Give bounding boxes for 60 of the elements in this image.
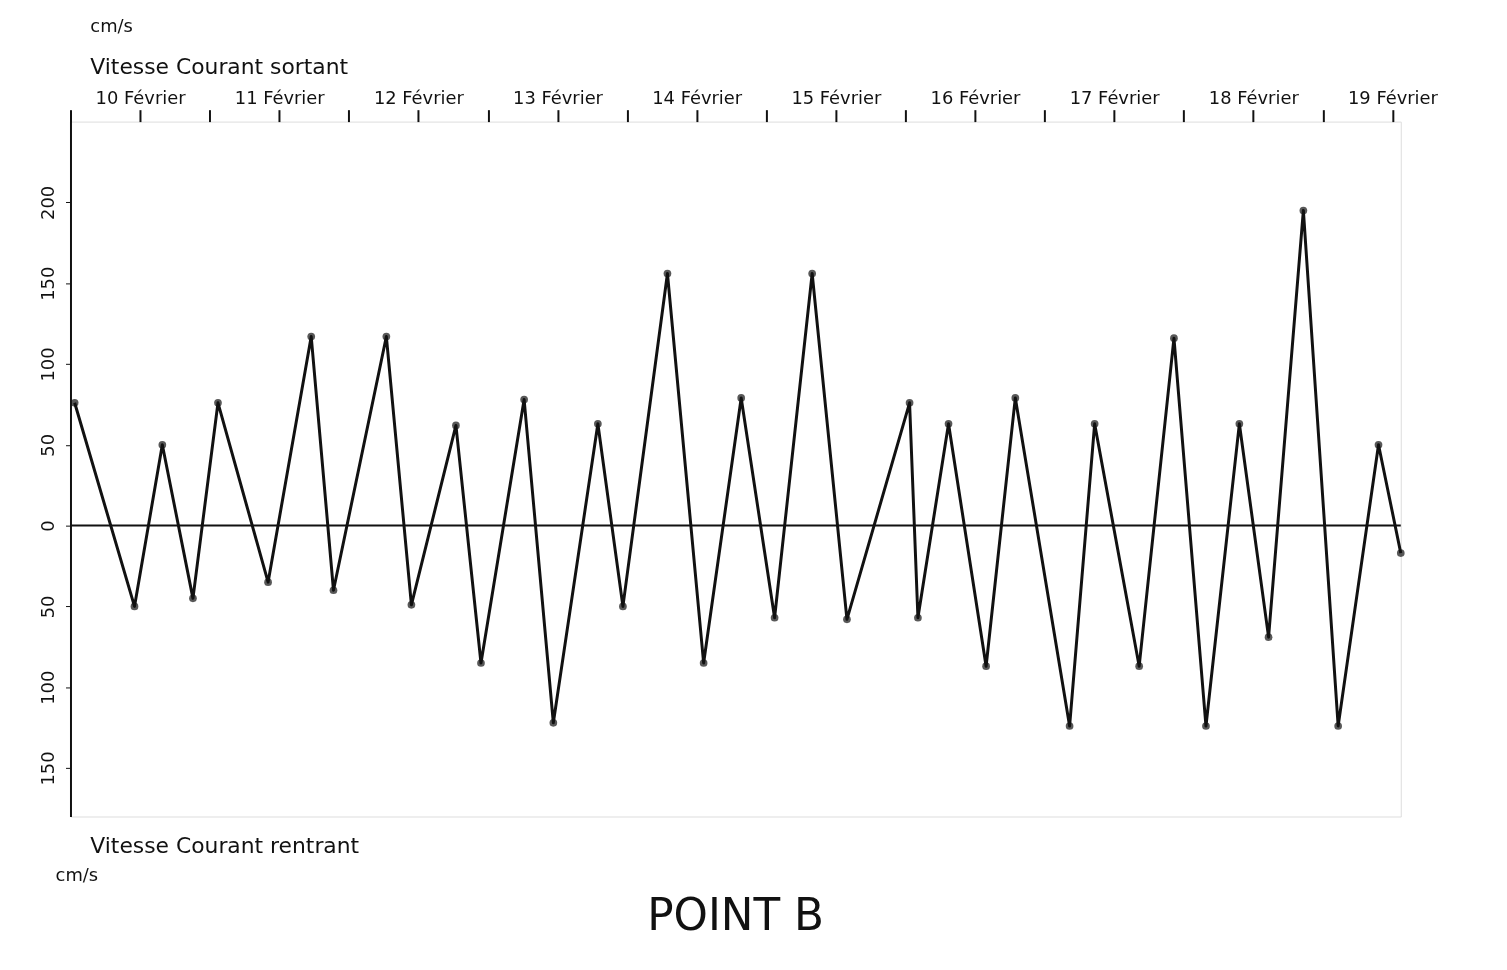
point (905, 398, 914, 407)
point (549, 718, 558, 727)
point (382, 332, 391, 341)
text: cm/s (90, 15, 133, 37)
point (189, 594, 197, 603)
point (1299, 206, 1308, 215)
y-tick-label: 200 (37, 185, 59, 220)
point (1170, 334, 1178, 342)
x-tick-label: 19 Février (1347, 87, 1439, 109)
text: Vitesse Courant rentrant (90, 833, 360, 859)
point (1396, 549, 1405, 557)
y-tick-label: 50 (37, 433, 59, 457)
point (843, 615, 851, 624)
x-tick-label: 10 Février (95, 87, 187, 109)
text: POINT B (647, 888, 825, 940)
point (1374, 440, 1383, 449)
point (214, 398, 222, 407)
point (808, 269, 817, 278)
point (594, 419, 602, 428)
point (407, 600, 416, 609)
point (264, 578, 272, 587)
x-tick-label: 15 Février (791, 87, 882, 109)
point (619, 602, 627, 611)
point (452, 421, 460, 430)
point (130, 602, 139, 611)
y-tick-label: 150 (37, 751, 59, 786)
x-tick-label: 11 Février (234, 87, 326, 109)
y-tick-label: 50 (37, 595, 59, 619)
x-tick-label: 12 Février (373, 87, 465, 109)
point (1235, 419, 1244, 428)
point (737, 394, 746, 402)
y-tick-label: 100 (37, 670, 59, 705)
point (1135, 662, 1144, 671)
text: Vitesse Courant sortant (90, 53, 349, 79)
point (477, 659, 485, 667)
point (914, 613, 922, 622)
point (1090, 419, 1099, 428)
x-tick-label: 14 Février (652, 87, 743, 109)
point (158, 440, 167, 449)
x-tick-label: 16 Février (930, 87, 1022, 109)
x-tick-label: 17 Février (1069, 87, 1161, 109)
point (1202, 722, 1210, 730)
point (1011, 394, 1020, 402)
x-tick-label: 18 Février (1208, 87, 1300, 109)
point (699, 659, 708, 667)
point (944, 419, 953, 428)
point (307, 332, 316, 341)
point (329, 586, 338, 595)
point (1065, 722, 1074, 730)
point (663, 269, 672, 278)
text: cm/s (55, 864, 99, 886)
y-tick-label: 150 (37, 266, 59, 301)
y-tick-label: 0 (37, 520, 59, 532)
point (770, 613, 779, 622)
point (982, 662, 990, 671)
point (1264, 633, 1273, 641)
x-tick-label: 13 Février (513, 87, 604, 109)
y-tick-label: 100 (37, 347, 59, 382)
point (1334, 722, 1342, 730)
point (520, 395, 528, 404)
